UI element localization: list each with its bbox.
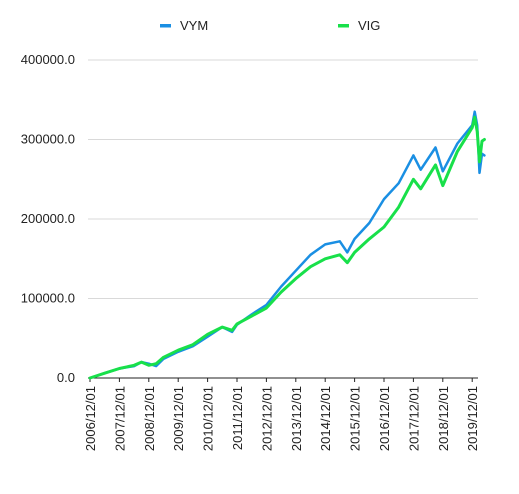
y-tick-label: 100000.0 bbox=[21, 291, 75, 306]
x-tick-label: 2006/12/01 bbox=[83, 386, 98, 451]
x-tick-label: 2015/12/01 bbox=[348, 386, 363, 451]
x-tick-label: 2007/12/01 bbox=[112, 386, 127, 451]
x-tick-label: 2016/12/01 bbox=[377, 386, 392, 451]
x-tick-label: 2018/12/01 bbox=[436, 386, 451, 451]
x-tick-label: 2017/12/01 bbox=[406, 386, 421, 451]
legend-swatch-vig bbox=[338, 24, 349, 28]
x-tick-label: 2014/12/01 bbox=[318, 386, 333, 451]
legend-label-vym: VYM bbox=[180, 18, 208, 33]
series-line-vym bbox=[88, 110, 486, 380]
x-tick-label: 2012/12/01 bbox=[259, 386, 274, 451]
y-tick-label: 200000.0 bbox=[21, 211, 75, 226]
grid-lines bbox=[88, 59, 478, 379]
x-tick-label: 2011/12/01 bbox=[230, 386, 245, 450]
legend: VYM VIG bbox=[160, 18, 380, 33]
y-axis-labels: 0.0 100000.0 200000.0 300000.0 400000.0 bbox=[21, 52, 75, 385]
x-axis-labels: 2006/12/01 2007/12/01 2008/12/01 2009/12/01… bbox=[83, 378, 480, 451]
y-tick-label: 400000.0 bbox=[21, 52, 75, 67]
x-tick-label: 2008/12/01 bbox=[142, 386, 157, 451]
x-tick-label: 2010/12/01 bbox=[201, 386, 216, 451]
legend-label-vig: VIG bbox=[358, 18, 380, 33]
y-tick-label: 300000.0 bbox=[21, 132, 75, 147]
series-line-vig bbox=[88, 115, 486, 380]
y-tick-label: 0.0 bbox=[57, 370, 75, 385]
legend-swatch-vym bbox=[160, 24, 171, 28]
x-tick-label: 2009/12/01 bbox=[171, 386, 186, 451]
series-layer bbox=[88, 110, 486, 380]
x-tick-label: 2019/12/01 bbox=[465, 386, 480, 451]
x-tick-label: 2013/12/01 bbox=[289, 386, 304, 451]
